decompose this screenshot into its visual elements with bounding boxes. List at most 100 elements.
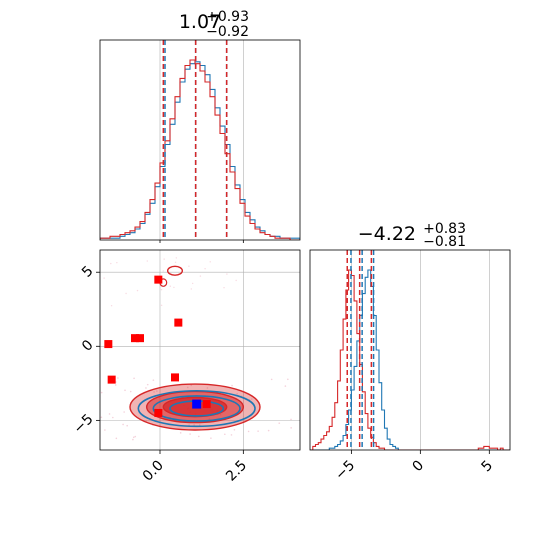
scatter-haze-point: [199, 275, 202, 277]
scatter-haze-point: [190, 288, 193, 290]
title-param2-upper: +0.83: [423, 221, 466, 237]
scatter-haze-point: [125, 292, 127, 295]
scatter-haze-point: [160, 304, 163, 307]
title-param1: 1.07: [179, 11, 221, 33]
scatter-haze-point: [110, 305, 113, 307]
scatter-haze-point: [145, 387, 147, 389]
red-point-4: [154, 275, 163, 284]
scatter-haze-point: [169, 285, 172, 287]
scatter-haze-point: [146, 383, 149, 386]
scatter-haze-point: [188, 265, 190, 267]
red-point-5: [174, 318, 183, 327]
scatter-haze-point: [146, 260, 148, 262]
scatter-haze-point: [103, 277, 105, 279]
scatter-haze-point: [210, 437, 212, 439]
scatter-haze-point: [132, 436, 135, 439]
scatter-haze-point: [204, 267, 206, 270]
title-param2-lower: −0.81: [423, 234, 466, 250]
histogram-param1: [100, 59, 300, 240]
scatter-haze-point: [290, 427, 292, 429]
scatter-haze-point: [233, 428, 236, 431]
scatter-haze-point: [226, 273, 228, 275]
blue-contour-level-1: [152, 395, 241, 422]
scatter-haze-point: [152, 379, 155, 381]
scatter-haze-point: [198, 424, 201, 426]
scatter-haze-point: [112, 416, 114, 419]
scatter-haze-point: [179, 432, 182, 434]
blue-point-0: [192, 399, 202, 409]
axes-frame-param1: [99, 39, 301, 241]
histogram-series-blue: [310, 269, 510, 450]
joint-xticks: 0.0 2.5: [140, 450, 250, 485]
title-param1-median: 1.07: [179, 11, 221, 33]
title-param1-lower: −0.92: [206, 24, 249, 40]
red-point-1: [107, 375, 116, 384]
scatter-haze-point: [124, 389, 126, 392]
xtick-label-param2-1: 0: [410, 458, 428, 476]
scatter-haze-point: [230, 434, 233, 436]
scatter-haze-point: [126, 424, 129, 427]
scatter-haze-point: [134, 435, 137, 438]
joint-yticks: −5 0 5: [71, 263, 100, 437]
scatter-haze-point: [223, 287, 225, 289]
scatter-haze-point: [189, 433, 191, 435]
histogram-param2: [310, 269, 510, 450]
scatter-haze-point: [153, 391, 155, 393]
joint-panel: 0.0 2.5 −5 0 5: [71, 249, 301, 485]
xtick-label-joint-1: 2.5: [223, 458, 250, 485]
scatter-haze-point: [236, 392, 238, 395]
xtick-label-joint-0: 0.0: [140, 458, 167, 485]
scatter-haze-point: [100, 391, 103, 394]
scatter-haze-point: [122, 423, 124, 426]
ytick-label-joint-2: 5: [79, 263, 97, 281]
scatter-haze-point: [193, 424, 195, 426]
quantile-lines-param2: [346, 250, 375, 450]
red-contour-island: [166, 265, 184, 276]
scatter-haze-point: [190, 384, 193, 387]
scatter-haze-point: [116, 261, 118, 264]
scatter-haze-point: [136, 289, 139, 292]
ytick-label-joint-1: 0: [79, 337, 97, 355]
scatter-haze-point: [156, 390, 158, 392]
joint-contours: [100, 257, 292, 441]
scatter-haze-point: [198, 435, 200, 438]
scatter-haze-point: [231, 384, 233, 387]
scatter-haze-point: [206, 387, 209, 389]
scatter-haze-point: [175, 257, 178, 259]
scatter-haze-point: [284, 385, 287, 387]
grid-top: [159, 40, 244, 243]
blue-contour-level-0: [137, 389, 256, 428]
red-point-2: [131, 334, 139, 343]
scatter-haze-point: [104, 429, 106, 431]
red-point-7: [154, 408, 163, 417]
xtick-label-param2-0: −5: [332, 458, 358, 484]
histogram-series-red: [100, 59, 300, 240]
scatter-haze-point: [129, 390, 132, 393]
scatter-haze-point: [186, 386, 189, 389]
red-point-0: [104, 340, 113, 349]
marginal-panel-param2: −5 0 5 −4.22 +0.83 −0.81: [309, 221, 511, 483]
scatter-haze-point: [114, 384, 117, 386]
param2-xticks: −5 0 5: [332, 450, 496, 483]
scatter-haze-point: [224, 433, 226, 436]
scatter-haze-point: [247, 430, 250, 433]
scatter-haze-point: [290, 418, 292, 421]
ytick-label-joint-0: −5: [71, 411, 97, 437]
red-point-8: [202, 400, 211, 409]
red-point-6: [171, 373, 179, 382]
scatter-haze-point: [191, 282, 194, 285]
scatter-haze-point: [173, 286, 175, 289]
title-param1-upper: +0.93: [206, 9, 249, 25]
scatter-haze-point: [250, 398, 253, 400]
scatter-haze-point: [123, 411, 125, 413]
title-param2-median: −4.22: [358, 223, 416, 245]
xtick-label-param2-2: 5: [479, 458, 497, 476]
scatter-haze-point: [257, 430, 259, 432]
scatter-haze-point: [110, 262, 112, 265]
scatter-haze-point: [287, 378, 289, 381]
scatter-haze-point: [209, 261, 211, 263]
scatter-haze-point: [108, 413, 111, 415]
axes-frame-param2: [309, 249, 511, 451]
histogram-series-blue: [100, 61, 300, 240]
